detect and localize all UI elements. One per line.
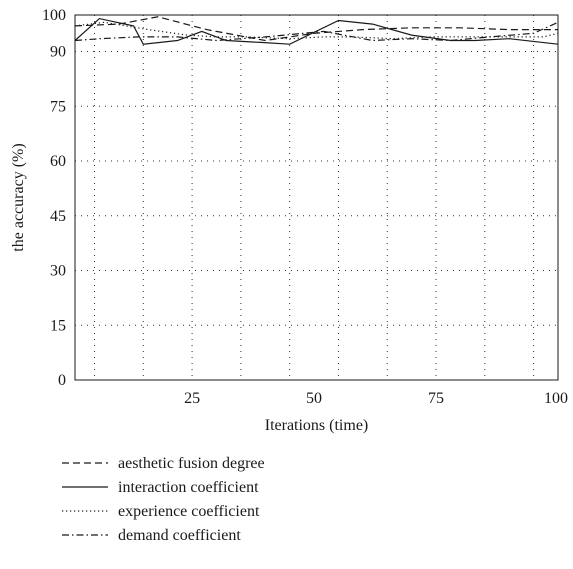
series-line-2 [74,17,559,45]
y-tick-label-4: 60 [50,153,66,170]
grid-layer [75,15,558,380]
y-tick-label-2: 30 [50,263,66,280]
y-tick-label-5: 75 [50,98,66,115]
legend: aesthetic fusion degree interaction coeff… [62,455,265,544]
series-line-4 [74,21,559,42]
series-line-3 [74,21,559,40]
series-line-1 [74,16,558,42]
y-tick-label-3: 45 [50,208,66,225]
legend-label-4: demand coefficient [118,527,241,544]
y-tick-label-1: 15 [50,317,66,334]
x-tick-label-1: 50 [306,390,322,407]
series-layer [74,16,559,45]
legend-label-3: experience coefficient [118,503,260,520]
x-axis-label: Iterations (time) [265,417,369,434]
x-tick-label-0: 25 [184,390,200,407]
y-tick-label-6: 90 [50,44,66,61]
y-tick-label-0: 0 [58,372,66,389]
x-tick-label-3: 100 [544,390,568,407]
x-tick-label-2: 75 [428,390,444,407]
legend-label-2: interaction coefficient [118,479,259,496]
y-tick-label-7: 100 [42,7,66,24]
plot-frame [74,14,559,381]
tick-layer: 0 15 30 45 60 75 90 100 25 50 75 100 [42,7,568,407]
y-axis-label: the accuracy (%) [10,143,27,251]
legend-label-1: aesthetic fusion degree [118,455,265,472]
